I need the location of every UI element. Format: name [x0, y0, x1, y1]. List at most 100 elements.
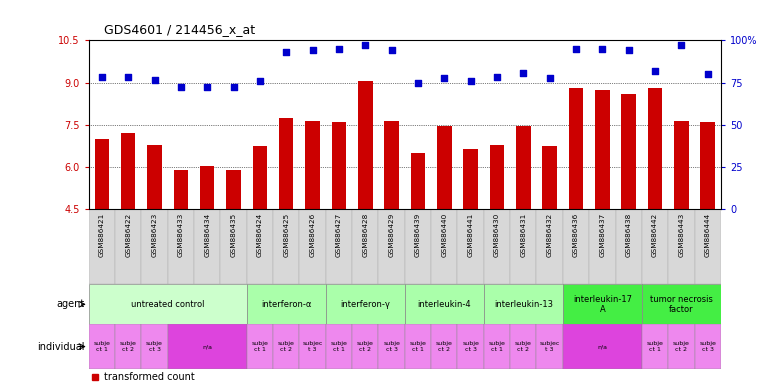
Text: subje
ct 2: subje ct 2 [515, 341, 532, 352]
Text: subjec
t 3: subjec t 3 [540, 341, 560, 352]
Text: tumor necrosis
factor: tumor necrosis factor [650, 295, 713, 314]
Bar [589, 209, 615, 284]
Point [596, 46, 608, 52]
Text: subje
ct 2: subje ct 2 [673, 341, 690, 352]
Text: GDS4601 / 214456_x_at: GDS4601 / 214456_x_at [104, 23, 255, 36]
Point [675, 41, 688, 48]
Bar [510, 324, 537, 369]
Bar [405, 284, 484, 324]
Text: subje
ct 2: subje ct 2 [278, 341, 295, 352]
Text: subje
ct 1: subje ct 1 [409, 341, 426, 352]
Text: subje
ct 2: subje ct 2 [357, 341, 374, 352]
Bar [668, 209, 695, 284]
Bar [457, 209, 484, 284]
Bar [89, 324, 115, 369]
Bar [674, 121, 689, 209]
Point [201, 84, 214, 90]
Point [517, 70, 530, 76]
Text: GSM886434: GSM886434 [204, 212, 210, 257]
Bar [484, 324, 510, 369]
Bar [595, 89, 610, 209]
Text: GSM886439: GSM886439 [415, 212, 421, 257]
Text: subjec
t 3: subjec t 3 [302, 341, 323, 352]
Text: n/a: n/a [202, 344, 212, 349]
Bar [701, 122, 715, 209]
Bar [95, 139, 109, 209]
Bar [247, 209, 273, 284]
Bar [221, 209, 247, 284]
Point [122, 74, 134, 80]
Text: GSM886430: GSM886430 [494, 212, 500, 257]
Text: individual: individual [37, 341, 85, 352]
Bar [510, 209, 537, 284]
Text: subje
ct 3: subje ct 3 [383, 341, 400, 352]
Bar [147, 144, 162, 209]
Point [333, 46, 345, 52]
Bar [385, 121, 399, 209]
Bar [227, 170, 241, 209]
Text: subje
ct 1: subje ct 1 [331, 341, 348, 352]
Text: interleukin-13: interleukin-13 [493, 300, 553, 309]
Bar [379, 209, 405, 284]
Bar [641, 209, 668, 284]
Point [491, 74, 503, 80]
Text: subje
ct 1: subje ct 1 [251, 341, 268, 352]
Text: GSM886433: GSM886433 [178, 212, 183, 257]
Bar [89, 209, 115, 284]
Point [96, 74, 108, 80]
Bar [167, 209, 194, 284]
Bar [668, 324, 695, 369]
Text: interleukin-17
A: interleukin-17 A [573, 295, 632, 314]
Text: GSM886422: GSM886422 [125, 212, 131, 257]
Text: subje
ct 2: subje ct 2 [436, 341, 453, 352]
Bar [305, 121, 320, 209]
Text: interferon-α: interferon-α [261, 300, 311, 309]
Bar [490, 144, 504, 209]
Point [649, 68, 662, 74]
Text: GSM886440: GSM886440 [441, 212, 447, 257]
Bar [167, 324, 247, 369]
Bar [194, 209, 221, 284]
Text: GSM886436: GSM886436 [573, 212, 579, 257]
Bar [695, 324, 721, 369]
Bar [141, 324, 168, 369]
Text: transformed count: transformed count [105, 372, 195, 382]
Bar [457, 324, 484, 369]
Text: subje
ct 3: subje ct 3 [699, 341, 716, 352]
Bar [358, 81, 372, 209]
Point [254, 78, 266, 84]
Text: untreated control: untreated control [131, 300, 204, 309]
Bar [325, 209, 352, 284]
Bar [379, 324, 405, 369]
Bar [115, 324, 141, 369]
Bar [279, 118, 294, 209]
Bar [431, 324, 457, 369]
Point [702, 71, 714, 77]
Bar [273, 209, 299, 284]
Bar [352, 209, 379, 284]
Bar [484, 209, 510, 284]
Point [464, 78, 476, 84]
Bar [253, 146, 267, 209]
Bar [405, 324, 431, 369]
Bar [695, 209, 721, 284]
Text: subje
ct 3: subje ct 3 [146, 341, 163, 352]
Text: GSM886421: GSM886421 [99, 212, 105, 257]
Point [412, 79, 424, 86]
Point [280, 48, 292, 55]
Text: GSM886423: GSM886423 [152, 212, 157, 257]
Bar [247, 324, 273, 369]
Text: subje
ct 1: subje ct 1 [93, 341, 110, 352]
Bar [141, 209, 168, 284]
Point [544, 75, 556, 81]
Bar [352, 324, 379, 369]
Text: GSM886429: GSM886429 [389, 212, 395, 257]
Bar [325, 284, 405, 324]
Text: subje
ct 1: subje ct 1 [489, 341, 506, 352]
Bar [299, 209, 326, 284]
Text: subje
ct 2: subje ct 2 [120, 341, 136, 352]
Text: subje
ct 3: subje ct 3 [462, 341, 479, 352]
Text: GSM886442: GSM886442 [652, 212, 658, 257]
Bar [516, 126, 530, 209]
Bar [89, 284, 247, 324]
